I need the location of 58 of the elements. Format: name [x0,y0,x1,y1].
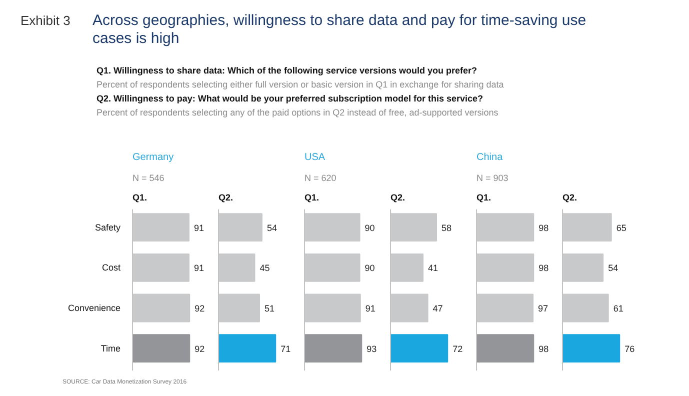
data-label: 51 [264,303,275,314]
text: Exhibit 3 [20,13,70,28]
data-label: 92 [194,303,205,314]
data-label: 54 [608,263,618,274]
data-label: 97 [538,303,548,314]
data-label: 61 [613,303,624,314]
text: Germany [132,152,174,163]
data-label: 98 [538,344,549,354]
text: Across geographies, willingness to share data and pay for time-saving use cases is high [92,12,586,47]
bar [562,334,620,363]
bar [218,334,276,363]
chart-title: Q1. [132,192,148,202]
y-tick-label: Convenience [68,302,121,313]
text: China [476,152,504,163]
chart-title: Q1. [476,192,492,202]
bar [390,253,424,282]
chart-title: Q2. [218,192,234,202]
chart-title: Q2. [390,192,406,202]
data-label: 76 [624,344,635,354]
text: Percent of respondents selecting any of the paid options in Q2 instead of free, ad-supported versions [96,108,499,118]
text: Percent of respondents selecting either full version or basic version in Q1 in exchange for sharing data [96,80,504,90]
text: Q2. Willingness to pay: What would be your preferred subscription model for this service? [96,94,483,104]
data-label: 98 [538,222,549,233]
bar [390,213,438,242]
bar [218,294,260,322]
data-label: 91 [194,263,204,274]
y-tick-label: Cost [102,262,121,273]
text: N = 903 [476,172,508,183]
data-label: 92 [194,344,205,354]
bar [390,334,448,363]
data-label: 72 [452,344,463,354]
data-label: 41 [428,263,438,274]
text: USA [304,152,326,163]
data-label: 91 [365,303,376,314]
bar [218,253,256,282]
data-label: 54 [266,222,277,233]
bar [390,294,428,322]
bar [218,213,262,242]
chart-title: Q1. [304,192,320,202]
text: N = 546 [132,172,164,183]
data-label: 71 [280,344,291,354]
text: Q1. Willingness to share data: Which of the following service versions would you prefer? [96,66,477,76]
data-label: 98 [538,263,549,274]
data-label: 91 [194,222,204,233]
data-label: 58 [442,222,452,233]
bar [562,253,604,282]
bar [562,213,612,242]
data-label: 90 [364,263,375,274]
data-label: 45 [260,263,270,274]
bar [562,294,609,322]
text: N = 620 [304,172,336,183]
data-label: 90 [364,222,375,233]
chart-title: Q2. [562,192,578,202]
data-label: 93 [366,344,377,354]
data-label: 65 [616,222,626,233]
y-tick-label: Safety [94,222,121,232]
data-label: 47 [432,303,443,314]
y-tick-label: Time [100,343,121,354]
